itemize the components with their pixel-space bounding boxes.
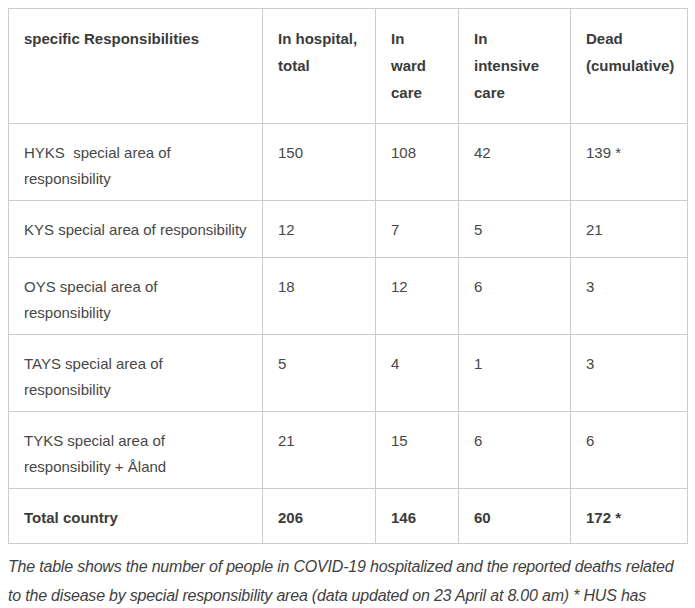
cell-in-intensive-care: 6 — [459, 412, 571, 489]
cell-in-hospital-total: 21 — [263, 412, 376, 489]
cell-in-ward-care: 146 — [376, 489, 459, 544]
table-header-row: specific Responsibilities In hospital, t… — [9, 9, 688, 124]
cell-dead-cumulative: 3 — [571, 335, 688, 412]
cell-dead-cumulative: 172 * — [571, 489, 688, 544]
covid-hospitalization-table: specific Responsibilities In hospital, t… — [8, 8, 688, 544]
column-header-in-ward-care: In ward care — [376, 9, 459, 124]
cell-area: TYKS special area of responsibility + Ål… — [9, 412, 263, 489]
table-footnote: The table shows the number of people in … — [8, 552, 687, 608]
table-row-oys: OYS special area of responsibility 18 12… — [9, 258, 688, 335]
footnote-line: to the disease by special responsibility… — [8, 581, 687, 608]
cell-in-hospital-total: 150 — [263, 124, 376, 201]
cell-in-ward-care: 12 — [376, 258, 459, 335]
cell-in-ward-care: 15 — [376, 412, 459, 489]
cell-in-ward-care: 7 — [376, 201, 459, 258]
cell-dead-cumulative: 139 * — [571, 124, 688, 201]
cell-in-intensive-care: 5 — [459, 201, 571, 258]
cell-in-ward-care: 4 — [376, 335, 459, 412]
footnote-line: The table shows the number of people in … — [8, 552, 687, 581]
cell-in-intensive-care: 42 — [459, 124, 571, 201]
cell-dead-cumulative: 21 — [571, 201, 688, 258]
cell-dead-cumulative: 6 — [571, 412, 688, 489]
cell-dead-cumulative: 3 — [571, 258, 688, 335]
column-header-in-intensive-care: In intensive care — [459, 9, 571, 124]
column-header-in-hospital-total: In hospital, total — [263, 9, 376, 124]
cell-in-hospital-total: 206 — [263, 489, 376, 544]
cell-in-intensive-care: 60 — [459, 489, 571, 544]
column-header-specific-responsibilities: specific Responsibilities — [9, 9, 263, 124]
cell-in-intensive-care: 6 — [459, 258, 571, 335]
cell-area: Total country — [9, 489, 263, 544]
table-row-tays: TAYS special area of responsibility 5 4 … — [9, 335, 688, 412]
column-header-dead-cumulative: Dead (cumulative) — [571, 9, 688, 124]
table-row-tyks: TYKS special area of responsibility + Ål… — [9, 412, 688, 489]
cell-in-ward-care: 108 — [376, 124, 459, 201]
table-row-total-country: Total country 206 146 60 172 * — [9, 489, 688, 544]
cell-in-intensive-care: 1 — [459, 335, 571, 412]
cell-area: HYKS special area of responsibility — [9, 124, 263, 201]
table-row-kys: KYS special area of responsibility 12 7 … — [9, 201, 688, 258]
cell-in-hospital-total: 12 — [263, 201, 376, 258]
cell-area: TAYS special area of responsibility — [9, 335, 263, 412]
table-row-hyks: HYKS special area of responsibility 150 … — [9, 124, 688, 201]
cell-in-hospital-total: 18 — [263, 258, 376, 335]
cell-in-hospital-total: 5 — [263, 335, 376, 412]
cell-area: KYS special area of responsibility — [9, 201, 263, 258]
cell-area: OYS special area of responsibility — [9, 258, 263, 335]
